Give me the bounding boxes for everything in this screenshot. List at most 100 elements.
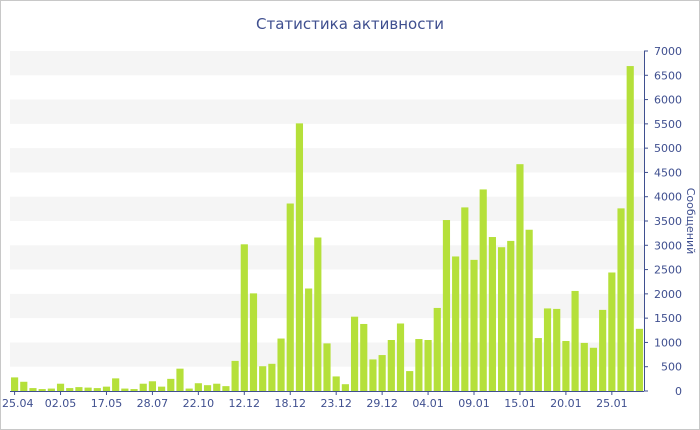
y-tick-label: 6000 — [654, 94, 682, 107]
bar — [433, 307, 441, 391]
bar — [488, 237, 496, 391]
x-tick-label: 20.01 — [550, 397, 582, 410]
bar — [148, 381, 157, 391]
bar — [608, 272, 616, 391]
bar — [102, 386, 111, 391]
bar — [213, 383, 221, 391]
bar — [442, 220, 451, 391]
y-tick-label: 4000 — [654, 191, 682, 204]
y-tick-label: 4500 — [654, 166, 682, 179]
bar — [553, 308, 561, 391]
bar — [369, 359, 377, 391]
bar — [507, 240, 515, 391]
grid-band — [10, 148, 644, 173]
bar — [332, 376, 340, 391]
bar — [84, 387, 92, 391]
x-tick-label: 12.12 — [229, 397, 261, 410]
bar — [479, 189, 487, 391]
grid-band — [10, 293, 644, 319]
x-tick-label: 18.12 — [274, 397, 306, 410]
bar — [543, 308, 552, 391]
x-tick-label: 25.01 — [596, 397, 628, 410]
bar — [93, 388, 101, 391]
bar — [406, 371, 414, 391]
x-tick-label: 17.05 — [91, 397, 123, 410]
y-tick-label: 3000 — [654, 239, 682, 252]
bar — [525, 229, 533, 391]
y-tick-label: 5500 — [654, 118, 682, 131]
bar — [534, 338, 542, 391]
bar — [75, 387, 83, 391]
x-tick-label: 02.05 — [45, 397, 77, 410]
bar — [599, 309, 607, 391]
y-axis-label: Сообщений — [684, 188, 697, 255]
bar — [56, 383, 65, 391]
bar — [259, 366, 267, 391]
bar — [20, 381, 28, 391]
bar — [66, 388, 74, 391]
bar — [396, 323, 405, 391]
bar — [249, 293, 258, 391]
bar — [323, 343, 331, 391]
y-tick-label: 6500 — [654, 69, 682, 82]
bar — [314, 237, 322, 391]
bar — [231, 360, 239, 391]
bar — [580, 342, 588, 391]
bar — [516, 164, 524, 391]
bar — [498, 247, 506, 391]
x-tick-label: 29.12 — [366, 397, 398, 410]
grid-band — [10, 196, 644, 221]
bar — [29, 388, 37, 391]
bar — [38, 389, 46, 391]
x-tick-label: 28.07 — [137, 397, 169, 410]
x-tick-label: 15.01 — [504, 397, 536, 410]
x-tick-label: 22.10 — [183, 397, 215, 410]
grid-band — [10, 51, 644, 76]
bar — [11, 377, 19, 391]
bar — [194, 383, 202, 391]
bar — [617, 208, 625, 391]
bar — [350, 316, 359, 391]
bar — [378, 355, 386, 391]
bar — [626, 66, 634, 391]
bar — [268, 363, 276, 391]
bar — [158, 386, 166, 391]
bar — [562, 340, 570, 391]
y-tick-label: 0 — [675, 385, 682, 398]
y-tick-label: 500 — [661, 361, 682, 374]
bar — [185, 388, 193, 391]
bar — [589, 347, 598, 391]
bar — [203, 385, 212, 391]
bar — [240, 244, 248, 391]
y-tick-label: 1000 — [654, 336, 682, 349]
bar — [286, 203, 294, 391]
y-tick-label: 2500 — [654, 264, 682, 277]
x-tick-label: 23.12 — [320, 397, 352, 410]
bar — [360, 323, 368, 391]
bar — [452, 256, 460, 391]
y-tick-label: 7000 — [654, 45, 682, 58]
grid-band — [10, 245, 644, 270]
bar — [571, 290, 579, 391]
x-tick-label: 04.01 — [412, 397, 444, 410]
bar — [121, 388, 129, 391]
bar — [461, 207, 469, 391]
bar — [130, 389, 138, 391]
bar — [176, 368, 184, 391]
bar — [277, 338, 285, 391]
bar — [635, 328, 643, 391]
y-tick-label: 2000 — [654, 288, 682, 301]
y-tick-label: 1500 — [654, 312, 682, 325]
bar — [470, 259, 478, 391]
bar — [295, 123, 304, 392]
bar — [112, 378, 120, 391]
y-tick-label: 5000 — [654, 142, 682, 155]
bar — [139, 383, 147, 391]
grid-band — [10, 99, 644, 124]
bar — [47, 388, 55, 391]
x-tick-label: 09.01 — [458, 397, 490, 410]
bar — [341, 384, 349, 391]
bar — [167, 378, 175, 391]
